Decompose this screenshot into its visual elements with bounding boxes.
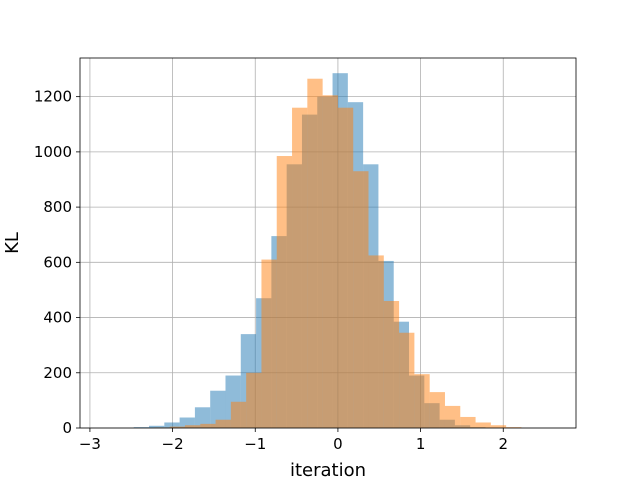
histogram-bars	[133, 73, 522, 429]
histogram-bar-series-2	[276, 156, 293, 428]
histogram-bar-series-2	[368, 255, 384, 428]
x-tick-label: 2	[498, 435, 508, 453]
histogram-bar-series-1	[194, 407, 211, 428]
y-tick-label: 400	[43, 309, 72, 327]
y-tick-label: 1000	[34, 143, 72, 161]
histogram-bar-series-2	[261, 259, 277, 428]
histogram-bar-series-2	[230, 401, 247, 428]
y-tick-label: 200	[43, 364, 72, 382]
y-tick-label: 0	[62, 419, 72, 437]
histogram-bar-series-2	[307, 78, 323, 428]
histogram-bar-series-2	[184, 425, 201, 428]
histogram-bar-series-1	[164, 422, 180, 428]
histogram-bar-series-1	[210, 390, 226, 428]
axis-ticks: −3 −2 −1 0 1 2 0 200 400 600 800 1000 1200	[34, 88, 508, 453]
histogram-bar-series-2	[399, 332, 415, 428]
y-axis-label: KL	[2, 232, 23, 254]
histogram-bar-series-2	[429, 392, 445, 428]
x-tick-label: −1	[244, 435, 266, 453]
histogram-bar-series-1	[133, 427, 150, 428]
histogram-bar-series-1	[149, 425, 165, 428]
histogram-bar-series-2	[292, 107, 308, 429]
histogram-bar-series-2	[506, 427, 522, 428]
y-tick-label: 600	[43, 253, 72, 271]
histogram-bar-series-2	[444, 405, 461, 428]
histogram-bar-series-2	[169, 426, 185, 428]
histogram-bar-series-2	[460, 416, 476, 428]
x-axis-label: iteration	[290, 460, 366, 480]
histogram-bar-series-2	[322, 95, 338, 428]
y-tick-label: 800	[43, 198, 72, 216]
plot-frame	[79, 57, 577, 429]
y-tick-label: 1200	[34, 88, 72, 106]
x-tick-label: 1	[416, 435, 426, 453]
histogram-bar-series-2	[200, 423, 216, 428]
histogram-bar-series-2	[414, 374, 430, 428]
histogram-bar-series-2	[475, 422, 491, 428]
x-tick-label: −3	[79, 435, 101, 453]
histogram-bar-series-2	[353, 171, 369, 428]
histogram-bar-series-1	[179, 417, 195, 428]
histogram-bar-series-2	[337, 107, 354, 429]
x-tick-label: 0	[333, 435, 343, 453]
histogram-bar-series-2	[246, 372, 262, 428]
x-tick-label: −2	[162, 435, 184, 453]
histogram-bar-series-2	[490, 425, 507, 428]
histogram-bar-series-2	[383, 300, 400, 428]
histogram-bar-series-2	[215, 419, 231, 428]
